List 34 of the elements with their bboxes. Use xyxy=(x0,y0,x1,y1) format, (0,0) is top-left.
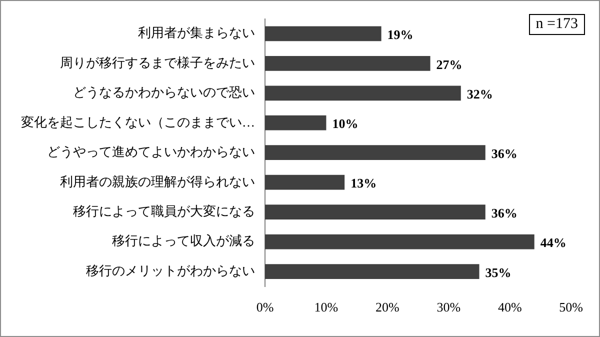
y-tick-label: 移行によって職員が大変になる xyxy=(73,203,255,218)
data-label: 35% xyxy=(485,264,512,280)
x-tick-label: 20% xyxy=(376,300,400,315)
bar xyxy=(265,174,345,190)
y-tick-label: 移行のメリットがわからない xyxy=(86,262,255,278)
x-tick-label: 40% xyxy=(498,300,522,315)
data-label: 36% xyxy=(491,146,518,161)
x-tick-label: 30% xyxy=(436,300,461,315)
bar xyxy=(265,86,461,101)
data-label: 19% xyxy=(387,27,414,42)
x-tick-label: 0% xyxy=(256,300,274,315)
y-tick-label: 変化を起こしたくない（このままでい… xyxy=(21,114,255,130)
y-tick-label: どうなるかわからないので恐い xyxy=(73,84,255,100)
bar xyxy=(265,56,430,71)
data-label: 27% xyxy=(436,56,462,72)
y-tick-label: 周りが移行するまで様子をみたい xyxy=(60,54,255,70)
annotation: n =173 xyxy=(528,14,585,35)
x-tick-label: 50% xyxy=(559,300,584,315)
y-tick-label: 移行によって収入が減る xyxy=(112,233,255,248)
x-tick-label: 10% xyxy=(314,300,338,315)
bar xyxy=(265,26,382,42)
y-tick-label: 利用者の親族の理解が得られない xyxy=(60,174,255,189)
data-label: 44% xyxy=(540,235,566,250)
data-label: 13% xyxy=(350,176,377,191)
bar xyxy=(265,115,326,130)
data-label: 32% xyxy=(466,86,493,102)
y-tick-label: 利用者が集まらない xyxy=(138,25,255,40)
bar xyxy=(265,145,486,160)
bar xyxy=(265,234,534,250)
bar xyxy=(265,204,486,220)
y-tick-label: どうやって進めてよいかわからない xyxy=(47,144,255,160)
data-label: 10% xyxy=(332,116,358,132)
data-label: 36% xyxy=(491,205,518,220)
bar xyxy=(265,264,480,279)
